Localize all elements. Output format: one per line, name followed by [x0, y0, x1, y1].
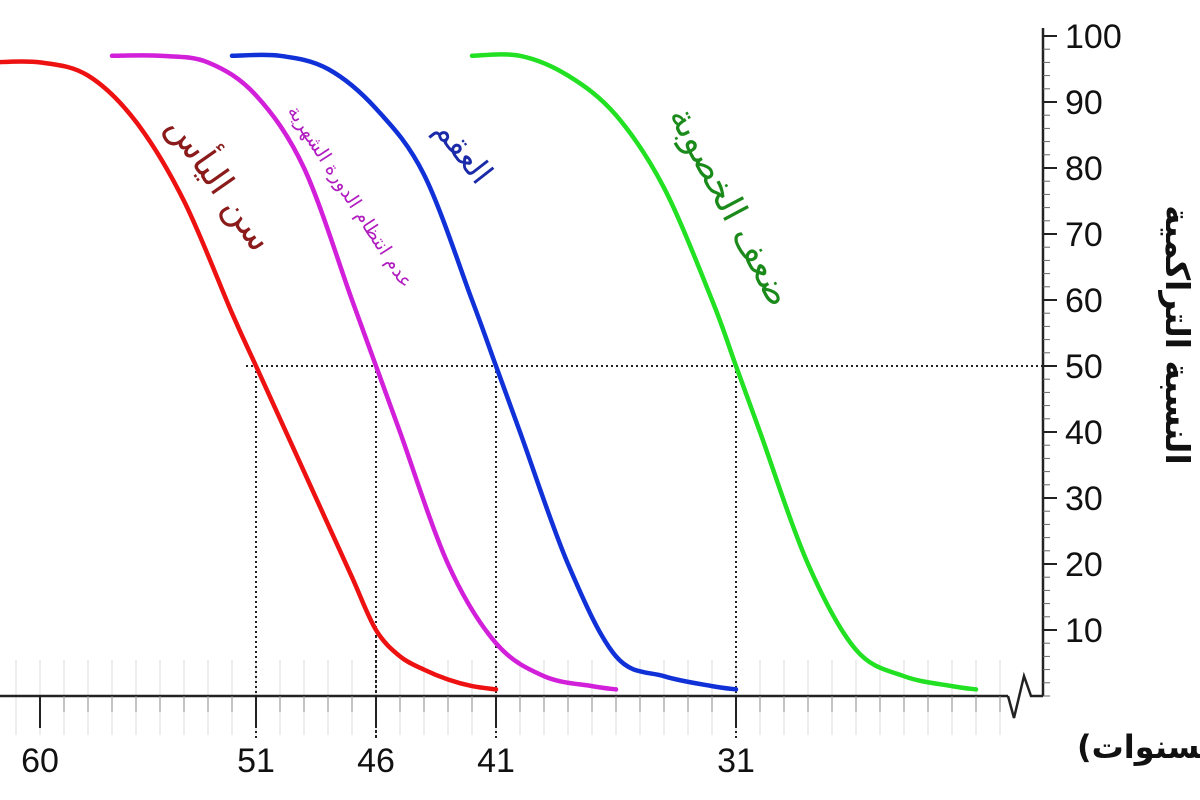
x-tick-label: 31: [717, 742, 755, 780]
x-tick-label: 60: [21, 742, 59, 780]
y-tick-label: 10: [1065, 612, 1103, 650]
y-tick-label: 30: [1065, 480, 1103, 518]
series-menopause-label: سن اليأس: [158, 105, 285, 259]
y-tick-label: 40: [1065, 414, 1103, 452]
y-tick-label: 70: [1065, 216, 1103, 254]
y-tick-label: 50: [1065, 348, 1103, 386]
series-menstrual-irregularity-line: [109, 53, 619, 692]
y-tick-label: 80: [1065, 150, 1103, 188]
series-subfertility-label: ضعف الخصوبة: [660, 100, 799, 313]
y-tick-label: 20: [1065, 546, 1103, 584]
x-axis-title: السن (بِالسنوات): [1077, 728, 1200, 770]
x-tick-label: 41: [477, 742, 515, 780]
series-menopause-line: [0, 59, 499, 692]
series-infertility-line: [229, 52, 739, 692]
x-tick-label: 51: [237, 742, 275, 780]
axis-break-mark: [1006, 671, 1043, 719]
y-axis-title: النسبة التراكمية: [1157, 205, 1197, 465]
x-tick-label: 46: [357, 742, 395, 780]
series-subfertility-line: [469, 52, 979, 692]
series-infertility-label: العقم: [427, 111, 501, 191]
series-layer: [0, 52, 979, 692]
y-tick-label: 90: [1065, 84, 1103, 122]
reference-lines: [246, 365, 1043, 740]
y-tick-label: 60: [1065, 282, 1103, 320]
grid-layer: [15, 660, 1001, 735]
y-tick-label: 100: [1065, 18, 1122, 56]
